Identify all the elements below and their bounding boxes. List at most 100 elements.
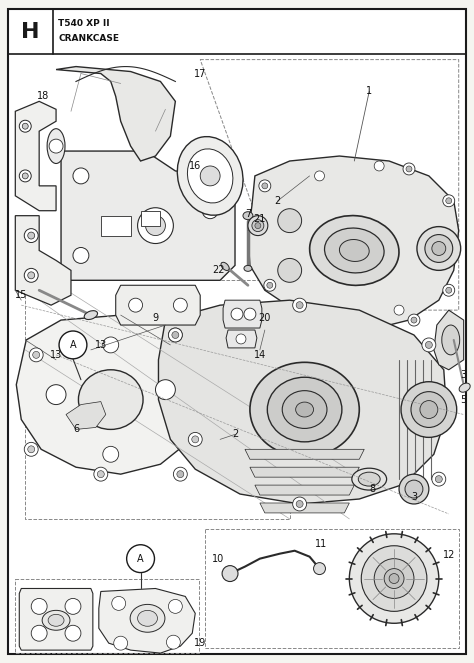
Circle shape: [278, 209, 301, 233]
Text: 11: 11: [315, 539, 328, 549]
Text: 17: 17: [194, 68, 206, 78]
Circle shape: [112, 597, 126, 611]
Circle shape: [24, 269, 38, 282]
Text: 19: 19: [194, 638, 206, 648]
Ellipse shape: [47, 129, 65, 164]
Ellipse shape: [442, 325, 460, 355]
Circle shape: [173, 467, 187, 481]
Ellipse shape: [296, 402, 313, 417]
Circle shape: [244, 308, 256, 320]
Circle shape: [411, 392, 447, 428]
Ellipse shape: [244, 265, 252, 271]
Circle shape: [168, 599, 182, 613]
Circle shape: [443, 195, 455, 207]
Circle shape: [361, 546, 427, 611]
Text: CRANKCASE: CRANKCASE: [58, 34, 119, 43]
Circle shape: [49, 139, 63, 153]
Polygon shape: [99, 589, 195, 653]
Polygon shape: [66, 402, 106, 430]
Circle shape: [168, 328, 182, 342]
Circle shape: [425, 235, 453, 263]
Text: 3: 3: [461, 370, 467, 380]
Circle shape: [177, 471, 184, 477]
Circle shape: [446, 198, 452, 204]
Circle shape: [384, 569, 404, 589]
Circle shape: [22, 123, 28, 129]
Text: 9: 9: [153, 313, 158, 323]
Polygon shape: [260, 503, 349, 513]
Text: 15: 15: [15, 290, 27, 300]
Circle shape: [406, 166, 412, 172]
Text: 22: 22: [212, 265, 224, 275]
Circle shape: [403, 163, 415, 175]
Circle shape: [19, 170, 31, 182]
Polygon shape: [19, 589, 93, 650]
Polygon shape: [56, 66, 175, 161]
Polygon shape: [248, 156, 459, 330]
Text: 1: 1: [366, 86, 372, 96]
Ellipse shape: [282, 391, 327, 428]
Text: PartsTree: PartsTree: [133, 371, 341, 408]
Ellipse shape: [352, 468, 387, 490]
Text: 14: 14: [254, 350, 266, 360]
Text: 3: 3: [411, 492, 417, 502]
Text: 20: 20: [259, 313, 271, 323]
Circle shape: [278, 259, 301, 282]
Text: 10: 10: [212, 554, 224, 564]
Circle shape: [28, 232, 35, 239]
Circle shape: [315, 171, 325, 181]
Circle shape: [137, 208, 173, 243]
Ellipse shape: [42, 611, 70, 631]
Circle shape: [231, 308, 243, 320]
Circle shape: [33, 351, 40, 358]
Text: 2: 2: [274, 196, 281, 206]
Circle shape: [65, 625, 81, 641]
Circle shape: [425, 341, 432, 348]
Polygon shape: [15, 215, 71, 305]
Circle shape: [103, 446, 118, 462]
Polygon shape: [245, 450, 364, 459]
Circle shape: [443, 284, 455, 296]
Circle shape: [389, 573, 399, 583]
Ellipse shape: [84, 311, 98, 320]
Circle shape: [259, 180, 271, 192]
Circle shape: [374, 559, 414, 599]
Circle shape: [31, 599, 47, 615]
Ellipse shape: [358, 472, 380, 486]
Ellipse shape: [130, 605, 165, 633]
Circle shape: [127, 545, 155, 573]
Circle shape: [94, 467, 108, 481]
Circle shape: [166, 635, 180, 649]
Circle shape: [155, 380, 175, 400]
Circle shape: [432, 241, 446, 255]
Circle shape: [420, 400, 438, 418]
Text: A: A: [70, 340, 76, 350]
Bar: [205, 529, 459, 648]
Polygon shape: [226, 330, 257, 348]
Circle shape: [73, 247, 89, 263]
Text: 5: 5: [461, 394, 467, 404]
Text: T540 XP II: T540 XP II: [58, 19, 109, 29]
Circle shape: [202, 203, 218, 219]
Circle shape: [168, 328, 182, 342]
Circle shape: [73, 168, 89, 184]
Circle shape: [401, 382, 457, 438]
Text: 12: 12: [443, 550, 455, 560]
Circle shape: [255, 223, 261, 229]
Polygon shape: [434, 310, 464, 370]
Circle shape: [252, 219, 264, 231]
Ellipse shape: [325, 228, 384, 273]
Circle shape: [411, 317, 417, 323]
Circle shape: [146, 215, 165, 235]
Text: 18: 18: [37, 91, 49, 101]
Circle shape: [313, 563, 326, 575]
Circle shape: [114, 636, 128, 650]
Bar: [141, 211, 161, 225]
Circle shape: [296, 501, 303, 507]
Circle shape: [292, 298, 307, 312]
Bar: [15, 579, 199, 653]
Circle shape: [173, 298, 187, 312]
Circle shape: [296, 302, 303, 309]
Ellipse shape: [48, 615, 64, 627]
Circle shape: [394, 305, 404, 315]
